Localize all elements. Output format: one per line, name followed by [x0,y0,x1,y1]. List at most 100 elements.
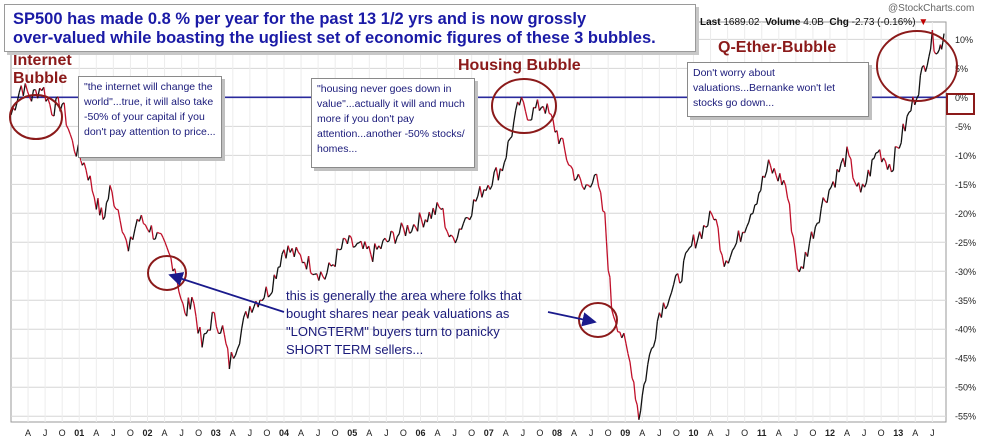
price-segment [552,119,556,133]
price-segment [705,225,709,228]
price-segment [63,102,67,126]
panic-circle-2008 [578,302,618,338]
price-segment [166,247,170,254]
price-segment [689,245,692,249]
price-segment [396,233,400,237]
price-segment [812,226,817,239]
x-tick-label: O [878,428,885,438]
price-segment [380,240,384,250]
price-segment [790,231,795,238]
price-segment [826,190,830,203]
price-segment [683,252,687,261]
price-segment [456,228,461,239]
price-segment [619,331,623,339]
price-segment [160,233,164,238]
price-segment [648,348,653,355]
price-segment [348,234,352,239]
x-tick-label: O [741,428,748,438]
price-segment [189,297,193,310]
chg-down-arrow-icon: ▼ [918,17,929,28]
price-segment [729,250,734,258]
price-segment [275,267,279,280]
price-segment [390,230,394,233]
price-segment [520,96,525,103]
price-segment [154,232,158,240]
price-segment [364,241,368,250]
price-segment [802,251,807,269]
price-segment [633,382,637,400]
x-tick-label: 08 [552,428,562,438]
price-segment [97,198,101,216]
price-segment [228,352,233,370]
panic-note-line4: SHORT TERM sellers... [286,342,424,357]
price-segment [205,329,209,334]
price-segment [150,225,154,240]
price-segment [838,163,842,173]
price-segment [792,237,797,253]
price-segment [69,134,74,141]
price-segment [65,124,69,130]
price-segment [715,219,719,229]
x-tick-label: A [93,428,99,438]
price-segment [418,212,423,220]
price-segment [794,252,798,269]
price-segment [24,83,29,92]
price-segment [564,149,568,161]
price-segment [475,195,479,202]
x-tick-label: J [725,428,730,438]
housing-peak-circle [491,78,557,134]
price-segment [374,243,378,250]
price-segment [687,247,691,252]
price-segment [548,112,552,115]
price-segment [685,250,689,254]
title-box: SP500 has made 0.8 % per year for the pa… [4,4,696,52]
x-tick-label: J [930,428,935,438]
price-segment [119,220,123,232]
price-segment [629,362,633,379]
price-segment [203,332,207,335]
price-segment [933,50,937,55]
x-tick-label: A [571,428,577,438]
panic-note-line2: bought shares near peak valuations as [286,306,510,321]
price-segment [356,242,360,245]
price-segment [895,145,898,148]
price-segment [287,245,291,253]
price-segment [193,303,197,317]
price-segment [232,354,237,359]
price-segment [221,325,225,335]
price-segment [865,169,869,183]
price-segment [848,155,852,160]
price-segment [105,198,109,203]
y-tick-label: -45% [955,354,976,364]
x-tick-label: A [708,428,714,438]
price-segment [503,157,507,163]
price-segment [733,242,738,248]
price-segment [71,140,76,152]
price-segment [117,209,121,222]
price-segment [350,237,354,248]
price-segment [904,116,908,132]
price-segment [900,123,904,143]
price-segment [513,110,517,123]
price-segment [438,206,442,210]
price-segment [666,297,671,306]
panic-note-line1: this is generally the area where folks t… [286,288,522,303]
price-segment [703,224,707,228]
y-tick-label: -55% [955,412,976,422]
price-segment [656,312,661,322]
price-segment [597,186,602,193]
price-segment [583,184,587,190]
price-segment [928,48,932,58]
price-segment [83,162,87,171]
price-segment [884,161,889,170]
price-segment [566,159,570,166]
price-segment [600,192,604,211]
x-tick-label: O [536,428,543,438]
price-segment [679,280,683,284]
price-segment [926,56,930,66]
price-segment [677,273,681,284]
price-segment [460,222,465,230]
price-segment [910,96,914,111]
price-segment [406,224,411,234]
x-tick-label: 05 [347,428,357,438]
